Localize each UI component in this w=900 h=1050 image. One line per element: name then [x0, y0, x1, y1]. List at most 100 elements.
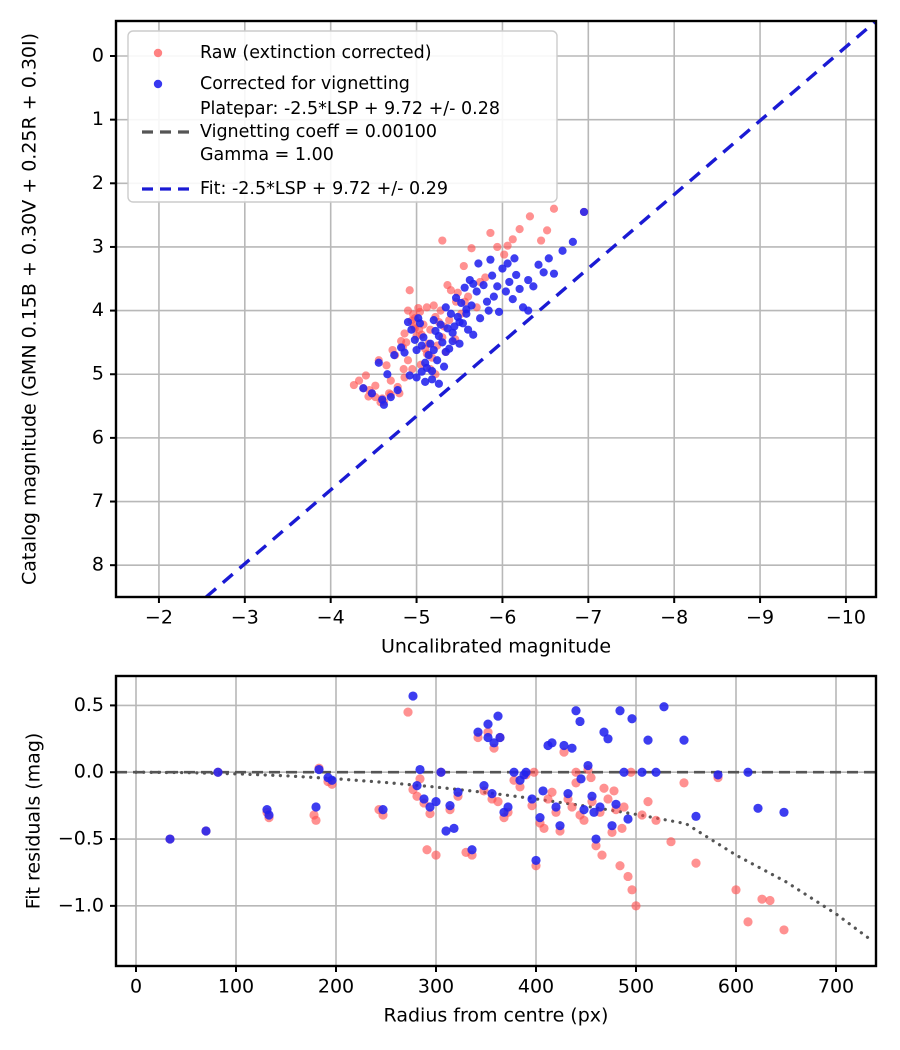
data-point — [327, 775, 337, 785]
data-point — [524, 306, 533, 315]
data-point — [402, 338, 411, 347]
y-tick-label: 7 — [92, 490, 104, 512]
data-point — [472, 287, 481, 296]
data-point — [493, 797, 503, 807]
data-point — [547, 787, 557, 797]
data-point — [524, 275, 533, 285]
data-point — [469, 330, 478, 339]
data-point — [400, 329, 409, 338]
data-point — [467, 244, 476, 253]
data-point — [386, 393, 395, 402]
legend-marker-dot — [153, 79, 163, 89]
data-point — [448, 328, 457, 337]
data-point — [314, 764, 324, 775]
data-point — [525, 212, 535, 221]
data-point — [429, 301, 438, 310]
data-point — [264, 810, 274, 820]
x-tick-label: 500 — [618, 976, 654, 998]
data-point — [434, 379, 443, 388]
legend: Raw (extinction corrected) Corrected for … — [127, 30, 558, 203]
data-point — [607, 827, 617, 837]
data-point — [412, 780, 422, 791]
axes-spines — [114, 674, 878, 968]
data-point — [415, 764, 425, 775]
data-point — [393, 386, 402, 395]
x-tick-label: −9 — [746, 607, 774, 629]
data-point — [571, 706, 581, 716]
data-point — [623, 871, 633, 882]
legend-entry-label: Fit: -2.5*LSP + 9.72 +/- 0.29 — [200, 179, 448, 199]
data-point — [691, 858, 701, 868]
data-point — [587, 791, 597, 801]
data-point — [367, 389, 377, 398]
data-point — [469, 279, 478, 288]
data-point — [679, 778, 689, 788]
data-point — [473, 727, 483, 737]
data-point — [508, 235, 517, 244]
y-tick-label: 0 — [92, 45, 104, 67]
data-point — [386, 376, 395, 385]
data-point — [489, 738, 499, 748]
data-point — [619, 802, 629, 812]
data-point — [403, 707, 413, 717]
data-point — [498, 264, 507, 273]
data-point — [415, 319, 425, 328]
data-point — [713, 770, 723, 780]
data-point — [489, 292, 498, 301]
data-point — [482, 297, 492, 306]
data-point — [436, 767, 446, 777]
data-point — [651, 815, 661, 825]
data-point — [547, 738, 557, 748]
data-point — [575, 716, 585, 727]
data-layer — [116, 691, 876, 942]
y-tick-label: −1.0 — [58, 894, 104, 916]
x-tick-label: −8 — [660, 607, 688, 629]
data-point — [626, 767, 636, 777]
data-point — [623, 814, 633, 824]
data-point — [529, 282, 538, 291]
data-point — [434, 331, 443, 341]
data-point — [463, 325, 473, 334]
x-tick-label: 100 — [218, 976, 254, 998]
data-point — [627, 885, 637, 895]
data-point — [535, 813, 545, 823]
data-point — [599, 783, 609, 793]
tick-marks: −2 −3 −4 −5 −6 −7 −8 −9 −10 0 1 2 3 4 5 6 7 8 — [92, 45, 866, 629]
data-point — [567, 743, 577, 753]
data-point — [757, 894, 767, 904]
data-point — [558, 246, 567, 255]
data-point — [419, 333, 428, 342]
data-point — [425, 802, 435, 812]
data-point — [427, 366, 437, 376]
data-point — [568, 237, 577, 246]
data-point — [571, 767, 581, 777]
data-point — [609, 786, 619, 796]
data-point — [359, 384, 368, 393]
data-point — [595, 802, 605, 812]
data-point — [438, 338, 447, 347]
legend-box — [127, 30, 558, 203]
data-point — [509, 767, 519, 777]
data-point — [378, 805, 388, 815]
data-point — [643, 797, 653, 807]
data-point — [539, 268, 548, 277]
y-axis-label: Catalog magnitude (GMN 0.15B + 0.30V + 0… — [19, 33, 41, 585]
data-point — [500, 250, 509, 259]
data-point — [483, 719, 493, 729]
data-point — [460, 283, 469, 292]
x-axis-label: Radius from centre (px) — [384, 1005, 609, 1027]
data-point — [429, 345, 438, 355]
data-point — [549, 204, 559, 213]
data-point — [555, 821, 565, 831]
data-point — [493, 282, 502, 291]
data-point — [515, 782, 525, 792]
data-point — [503, 802, 513, 812]
data-point — [426, 339, 435, 348]
legend-entry-label: Vignetting coeff = 0.00100 — [200, 122, 437, 142]
data-point — [643, 735, 653, 745]
data-point — [405, 286, 414, 295]
data-point — [679, 735, 689, 745]
data-point — [591, 841, 601, 851]
data-point — [462, 305, 471, 314]
